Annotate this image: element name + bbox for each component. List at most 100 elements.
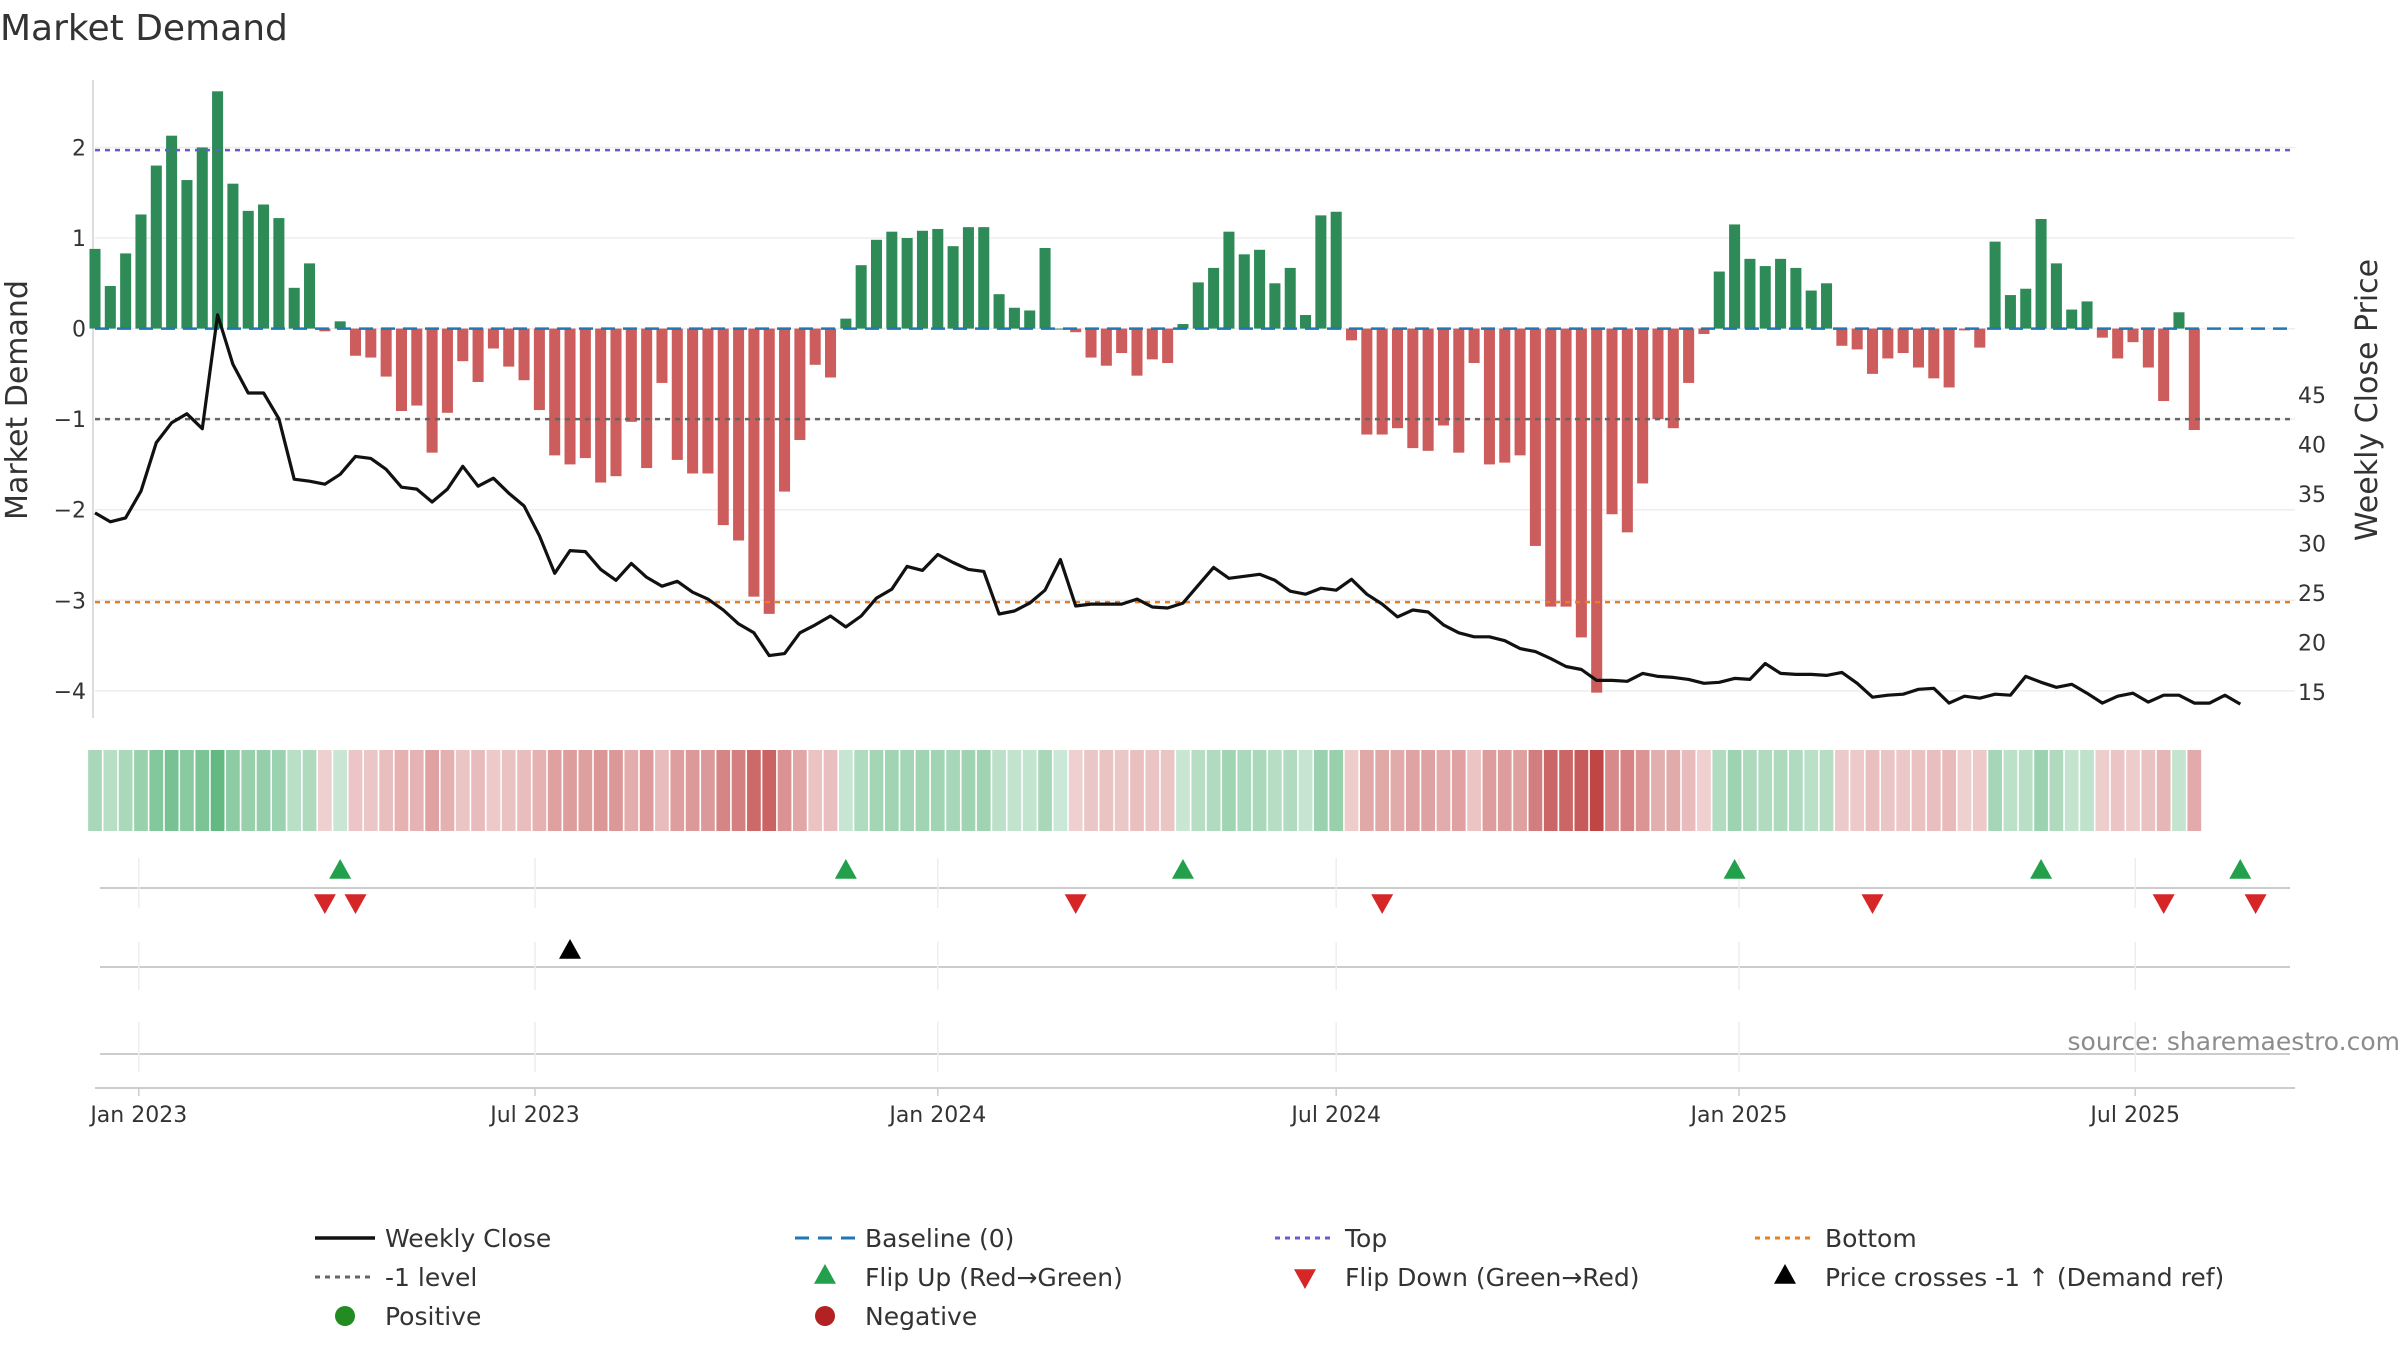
y-axis-label-left: Market Demand <box>0 280 35 520</box>
demand-bar <box>1238 254 1250 329</box>
heat-cell <box>1283 750 1298 831</box>
demand-bar <box>825 328 837 378</box>
demand-bar <box>1483 328 1495 465</box>
heat-cell <box>1712 750 1727 831</box>
demand-bar <box>196 147 208 329</box>
demand-bar <box>1131 328 1143 376</box>
legend-item: Weekly Close <box>315 1224 551 1253</box>
heat-cell <box>1988 750 2002 831</box>
heat-cell <box>1114 750 1129 831</box>
heat-cell <box>1727 750 1742 831</box>
heat-cell <box>1344 750 1359 831</box>
demand-bar <box>610 328 622 477</box>
heat-cell <box>547 750 562 831</box>
heat-cell <box>2172 750 2186 831</box>
heat-cell <box>2187 750 2202 831</box>
heat-cell <box>1390 750 1405 831</box>
demand-heat-strip <box>88 750 2202 831</box>
demand-bar <box>1208 267 1220 329</box>
demand-bar <box>794 328 806 440</box>
heat-cell <box>1206 750 1221 831</box>
demand-bar <box>1591 328 1603 693</box>
legend-label: -1 level <box>385 1263 477 1292</box>
heat-cell <box>1130 750 1144 831</box>
heat-cell <box>1972 750 1987 831</box>
demand-bar <box>1759 266 1771 329</box>
flip-down-marker <box>1064 894 1087 914</box>
heat-cell <box>455 750 470 831</box>
heat-cell <box>348 750 363 831</box>
demand-bar <box>426 328 438 453</box>
heat-cell <box>1789 750 1803 831</box>
heat-cell <box>1436 750 1451 831</box>
demand-bar <box>1254 249 1266 329</box>
heat-cell <box>1635 750 1650 831</box>
heat-cell <box>1084 750 1098 831</box>
heat-cell <box>961 750 976 831</box>
demand-bar <box>89 248 101 329</box>
legend: Weekly Close Baseline (0) Top Bottom -1 leve… <box>315 1224 2224 1331</box>
heat-cell <box>1835 750 1849 831</box>
y-tick-left: −3 <box>54 589 86 614</box>
demand-bar <box>365 328 377 358</box>
heat-cell <box>272 750 286 831</box>
flip-down-marker <box>344 894 367 914</box>
heat-cell <box>1359 750 1374 831</box>
heat-cell <box>501 750 516 831</box>
heat-cell <box>1191 750 1206 831</box>
heat-cell <box>1865 750 1880 831</box>
demand-bar <box>763 328 775 614</box>
heat-cell <box>685 750 700 831</box>
heat-cell <box>1559 750 1573 831</box>
y-tick-left: −2 <box>54 499 86 524</box>
heat-cell <box>486 750 501 831</box>
demand-bar <box>1146 328 1158 360</box>
heat-cell <box>149 750 164 831</box>
heat-cell <box>1651 750 1665 831</box>
demand-bar <box>840 318 852 329</box>
heat-cell <box>793 750 807 831</box>
demand-bar <box>1637 328 1649 484</box>
y-tick-right: 45 <box>2298 384 2326 409</box>
heat-cell <box>976 750 991 831</box>
heat-cell <box>1773 750 1788 831</box>
heat-cell <box>731 750 746 831</box>
demand-bar <box>595 328 607 483</box>
legend-label: Baseline (0) <box>865 1224 1014 1253</box>
demand-bar <box>2158 328 2170 402</box>
legend-label: Top <box>1344 1224 1387 1253</box>
demand-bar <box>2127 328 2139 343</box>
heat-cell <box>118 750 133 831</box>
heat-cell <box>2003 750 2018 831</box>
x-tick-label: Jan 2024 <box>887 1103 986 1128</box>
demand-bar <box>1866 328 1879 374</box>
demand-bar <box>1116 328 1128 354</box>
demand-bar <box>1575 328 1587 638</box>
legend-negative-icon <box>815 1306 835 1326</box>
heat-cell <box>884 750 899 831</box>
heat-cell <box>1405 750 1420 831</box>
heat-cell <box>854 750 869 831</box>
heat-cell <box>1007 750 1022 831</box>
heat-cell <box>2110 750 2125 831</box>
heat-cell <box>1160 750 1175 831</box>
y-tick-left: −4 <box>54 680 86 705</box>
demand-bar <box>1667 328 1679 429</box>
price-cross-marker <box>559 939 582 959</box>
heat-cell <box>1314 750 1328 831</box>
heat-cell <box>517 750 531 831</box>
demand-bar <box>2081 301 2093 329</box>
x-tick-label: Jan 2023 <box>88 1103 187 1128</box>
heat-cell <box>379 750 394 831</box>
demand-bar <box>1514 328 1526 456</box>
demand-bar <box>1851 328 1863 350</box>
demand-bar <box>242 210 254 329</box>
heat-cell <box>1574 750 1589 831</box>
demand-bar <box>748 328 760 597</box>
demand-bar <box>993 294 1005 329</box>
demand-bar <box>1330 211 1342 329</box>
heat-cell <box>226 750 240 831</box>
legend-label: Positive <box>385 1302 481 1331</box>
flip-up-marker <box>329 859 352 879</box>
demand-bar <box>518 328 530 381</box>
